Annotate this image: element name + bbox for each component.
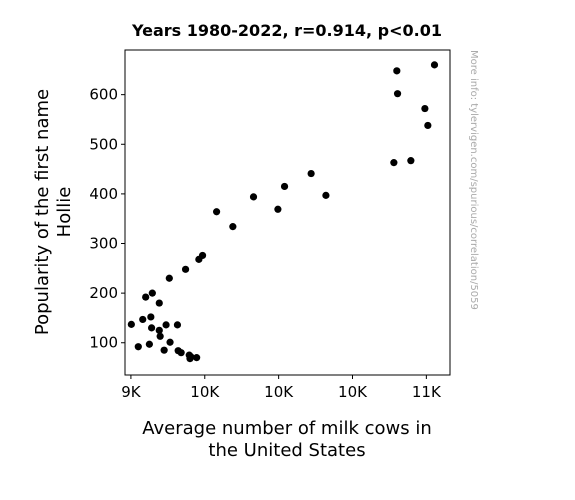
data-point	[160, 346, 168, 354]
plot-area-frame	[124, 49, 451, 376]
data-point	[139, 315, 147, 324]
y-axis: 100 200 300 400 500 600	[89, 86, 125, 352]
x-tick-label: 10K	[338, 383, 368, 401]
y-tick-label: 500	[89, 135, 118, 153]
y-tick-label: 300	[89, 235, 118, 253]
data-point	[212, 208, 221, 216]
data-point	[229, 223, 237, 231]
data-point	[280, 182, 289, 191]
data-point	[249, 193, 258, 201]
data-point	[165, 274, 173, 282]
y-axis-label-line-2: Hollie	[54, 187, 75, 238]
y-tick-label: 600	[89, 86, 118, 104]
data-point	[187, 353, 195, 361]
source-note: More info: tylervigen.com/spurious/corre…	[468, 50, 479, 310]
y-tick-label: 200	[89, 284, 118, 302]
x-axis: 9K 10K 10K 10K 11K	[121, 375, 442, 401]
data-point	[193, 354, 201, 362]
data-point	[147, 313, 155, 321]
x-axis-label-line-2: the United States	[208, 440, 365, 461]
data-point	[147, 324, 156, 332]
data-point	[407, 157, 415, 165]
data-point	[393, 90, 402, 98]
data-point	[134, 343, 142, 351]
chart-title: Years 1980-2022, r=0.914, p<0.01	[131, 21, 442, 40]
data-point	[198, 251, 207, 260]
data-point	[173, 321, 182, 329]
data-point	[156, 332, 164, 340]
y-axis-label: Popularity of the first name Hollie	[32, 89, 75, 335]
data-points	[127, 61, 439, 363]
data-point	[274, 205, 282, 213]
data-point	[155, 299, 163, 307]
x-tick-label: 9K	[121, 383, 142, 401]
x-tick-label: 11K	[412, 383, 442, 401]
data-point	[127, 320, 135, 328]
data-point	[307, 169, 315, 178]
data-point	[430, 61, 439, 69]
data-point	[390, 159, 398, 167]
data-point	[393, 67, 401, 75]
y-tick-label: 400	[89, 185, 118, 203]
data-point	[421, 104, 429, 113]
x-tick-label: 10K	[264, 383, 294, 401]
data-point	[166, 338, 174, 346]
y-axis-label-line-1: Popularity of the first name	[32, 89, 53, 335]
x-axis-label-line-1: Average number of milk cows in	[142, 418, 432, 439]
data-point	[155, 326, 163, 334]
data-point	[142, 293, 150, 301]
data-point	[181, 265, 190, 273]
x-tick-label: 10K	[190, 383, 220, 401]
data-point	[424, 121, 432, 130]
data-point	[177, 349, 185, 357]
data-point	[322, 191, 330, 199]
y-tick-label: 100	[89, 334, 118, 352]
data-point	[162, 321, 170, 329]
data-point	[148, 289, 156, 297]
data-point	[145, 340, 153, 348]
